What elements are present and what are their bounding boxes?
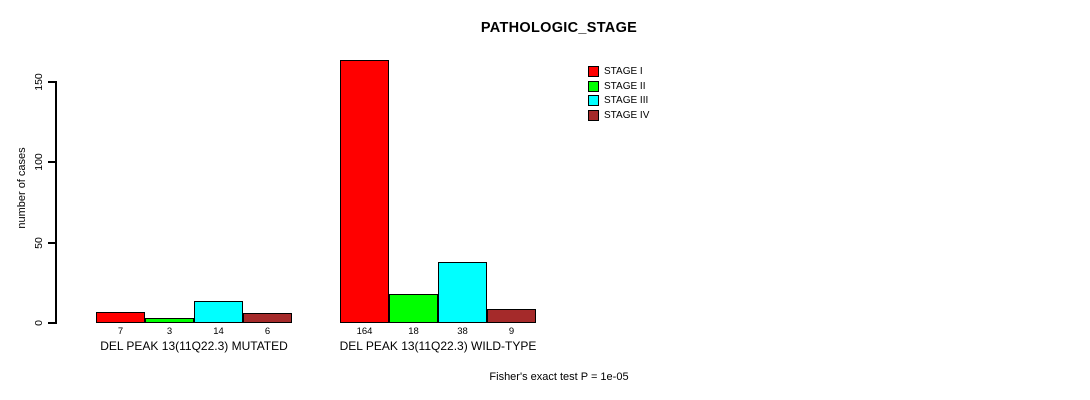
bar-value-label: 18 <box>408 325 419 337</box>
y-axis-tick <box>48 322 55 324</box>
y-axis-line <box>55 81 57 324</box>
y-axis-tick <box>48 81 55 83</box>
fisher-test-annotation: Fisher's exact test P = 1e-05 <box>489 371 629 383</box>
bar-stage-iii-del-peak-13-11q22-3-mutated <box>194 300 243 323</box>
y-axis-tick-label: 100 <box>33 153 45 172</box>
bar-stage-iii-del-peak-13-11q22-3-wild-type <box>438 261 487 323</box>
legend-item-stage-iv: STAGE IV <box>588 109 650 121</box>
y-axis-tick <box>48 241 55 244</box>
bar-value-label: 3 <box>166 325 173 337</box>
bar-value-label: 6 <box>264 325 271 337</box>
legend-item-stage-i: STAGE I <box>588 66 643 77</box>
legend-label: STAGE II <box>604 80 646 92</box>
legend-label: STAGE III <box>604 95 649 106</box>
chart-title: PATHOLOGIC_STAGE <box>480 20 638 36</box>
bar-value-label: 164 <box>356 325 373 337</box>
bar-stage-i-del-peak-13-11q22-3-wild-type <box>340 59 389 323</box>
bar-stage-i-del-peak-13-11q22-3-mutated <box>96 311 145 323</box>
bar-value-label: 38 <box>457 325 468 337</box>
legend-label: STAGE I <box>604 66 643 77</box>
bar-stage-iv-del-peak-13-11q22-3-wild-type <box>487 308 536 323</box>
bar-stage-ii-del-peak-13-11q22-3-mutated <box>145 318 194 323</box>
y-axis-label: number of cases <box>16 147 28 229</box>
x-category-label: DEL PEAK 13(11Q22.3) MUTATED <box>100 339 288 353</box>
bar-stage-iv-del-peak-13-11q22-3-mutated <box>243 313 292 323</box>
bar-stage-ii-del-peak-13-11q22-3-wild-type <box>389 294 438 323</box>
legend-item-stage-iii: STAGE III <box>588 95 648 106</box>
bar-value-label: 9 <box>508 325 515 337</box>
bar-value-label: 14 <box>213 325 224 337</box>
y-axis-tick-label: 150 <box>33 73 45 91</box>
y-axis-tick-label: 50 <box>33 236 45 249</box>
legend-label: STAGE IV <box>604 109 650 121</box>
y-axis-tick <box>48 161 55 164</box>
x-category-label: DEL PEAK 13(11Q22.3) WILD-TYPE <box>339 339 537 353</box>
legend-swatch-stage-iv <box>588 109 599 121</box>
legend-swatch-stage-ii <box>588 80 599 92</box>
legend-swatch-stage-i <box>588 66 599 77</box>
bar-value-label: 7 <box>117 325 124 337</box>
y-axis-tick-label: 0 <box>33 320 45 326</box>
legend-item-stage-ii: STAGE II <box>588 80 646 92</box>
legend-swatch-stage-iii <box>588 95 599 106</box>
